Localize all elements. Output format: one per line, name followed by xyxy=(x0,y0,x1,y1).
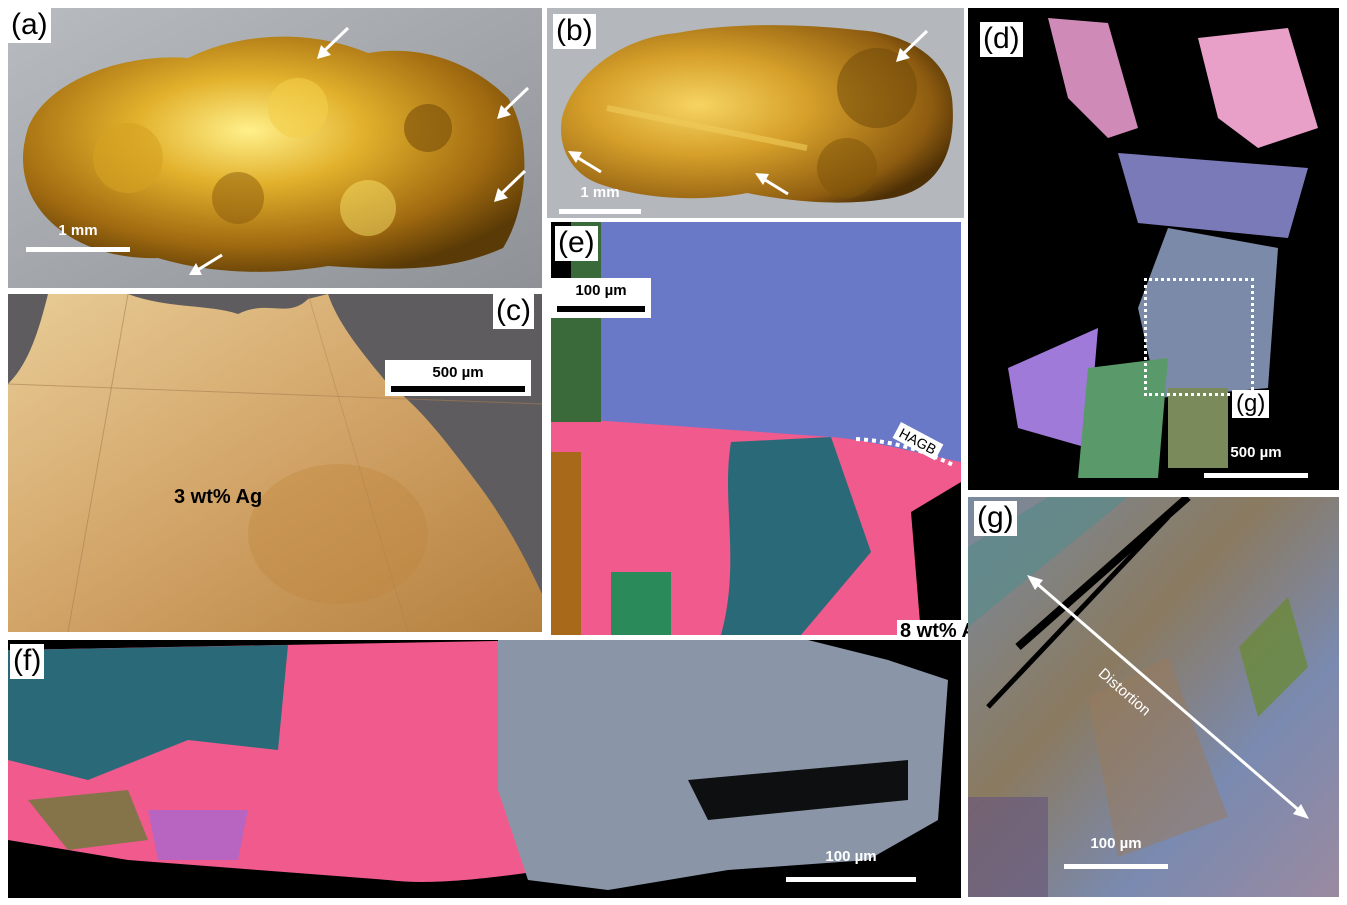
panel-b-scalebar: 1 mm xyxy=(559,184,641,214)
panel-e-silver-content: 8 wt% Ag xyxy=(897,620,992,643)
panel-b-label: (b) xyxy=(553,14,596,49)
ebsd-map-f-image xyxy=(8,640,961,898)
panel-a-nugget-photo: (a) 1 mm xyxy=(8,8,542,288)
panel-d-scalebar: 500 µm xyxy=(1204,442,1308,478)
panel-c-label: (c) xyxy=(493,294,534,329)
inset-g-label: (g) xyxy=(1232,390,1270,418)
arrow-icon xyxy=(896,29,929,62)
panel-e-label: (e) xyxy=(555,226,598,261)
ebsd-map-d-image xyxy=(968,8,1339,490)
ebsd-map-e-image xyxy=(551,222,961,635)
panel-c-micrograph: (c) 500 µm 3 wt% Ag xyxy=(8,294,542,632)
nugget-a-image xyxy=(8,8,542,288)
panel-g-label: (g) xyxy=(974,501,1017,536)
panel-a-label: (a) xyxy=(8,8,51,43)
nugget-b-image xyxy=(547,8,964,218)
panel-f-ebsd-map: (f) 100 µm xyxy=(8,640,961,898)
arrow-icon xyxy=(317,26,350,59)
distortion-arrow xyxy=(1027,575,1309,819)
panel-g-ebsd-map: (g) Distortion 100 µm xyxy=(968,497,1339,897)
panel-g-scalebar: 100 µm xyxy=(1064,833,1168,869)
panel-c-silver-content: 3 wt% Ag xyxy=(174,486,263,508)
arrow-icon xyxy=(755,173,789,196)
panel-d-ebsd-map: (d) (g) 500 µm xyxy=(968,8,1339,490)
arrow-icon xyxy=(568,151,602,174)
panel-b-nugget-photo: (b) 1 mm xyxy=(547,8,964,218)
micrograph-c-image xyxy=(8,294,542,632)
panel-c-scalebar: 500 µm xyxy=(385,360,531,396)
inset-region-box xyxy=(1144,278,1254,396)
arrow-icon xyxy=(189,253,223,275)
ebsd-map-g-image xyxy=(968,497,1339,897)
panel-e-scalebar: 100 µm xyxy=(551,278,651,318)
panel-a-scalebar: 1 mm xyxy=(26,222,130,252)
panel-f-scalebar: 100 µm xyxy=(786,846,916,882)
panel-e-ebsd-map: (e) 100 µm HAGB xyxy=(551,222,961,635)
panel-f-label: (f) xyxy=(10,644,45,679)
arrow-icon xyxy=(494,169,527,202)
hagb-boundary-line xyxy=(855,437,954,467)
arrow-icon xyxy=(497,86,530,119)
panel-d-label: (d) xyxy=(980,22,1023,57)
